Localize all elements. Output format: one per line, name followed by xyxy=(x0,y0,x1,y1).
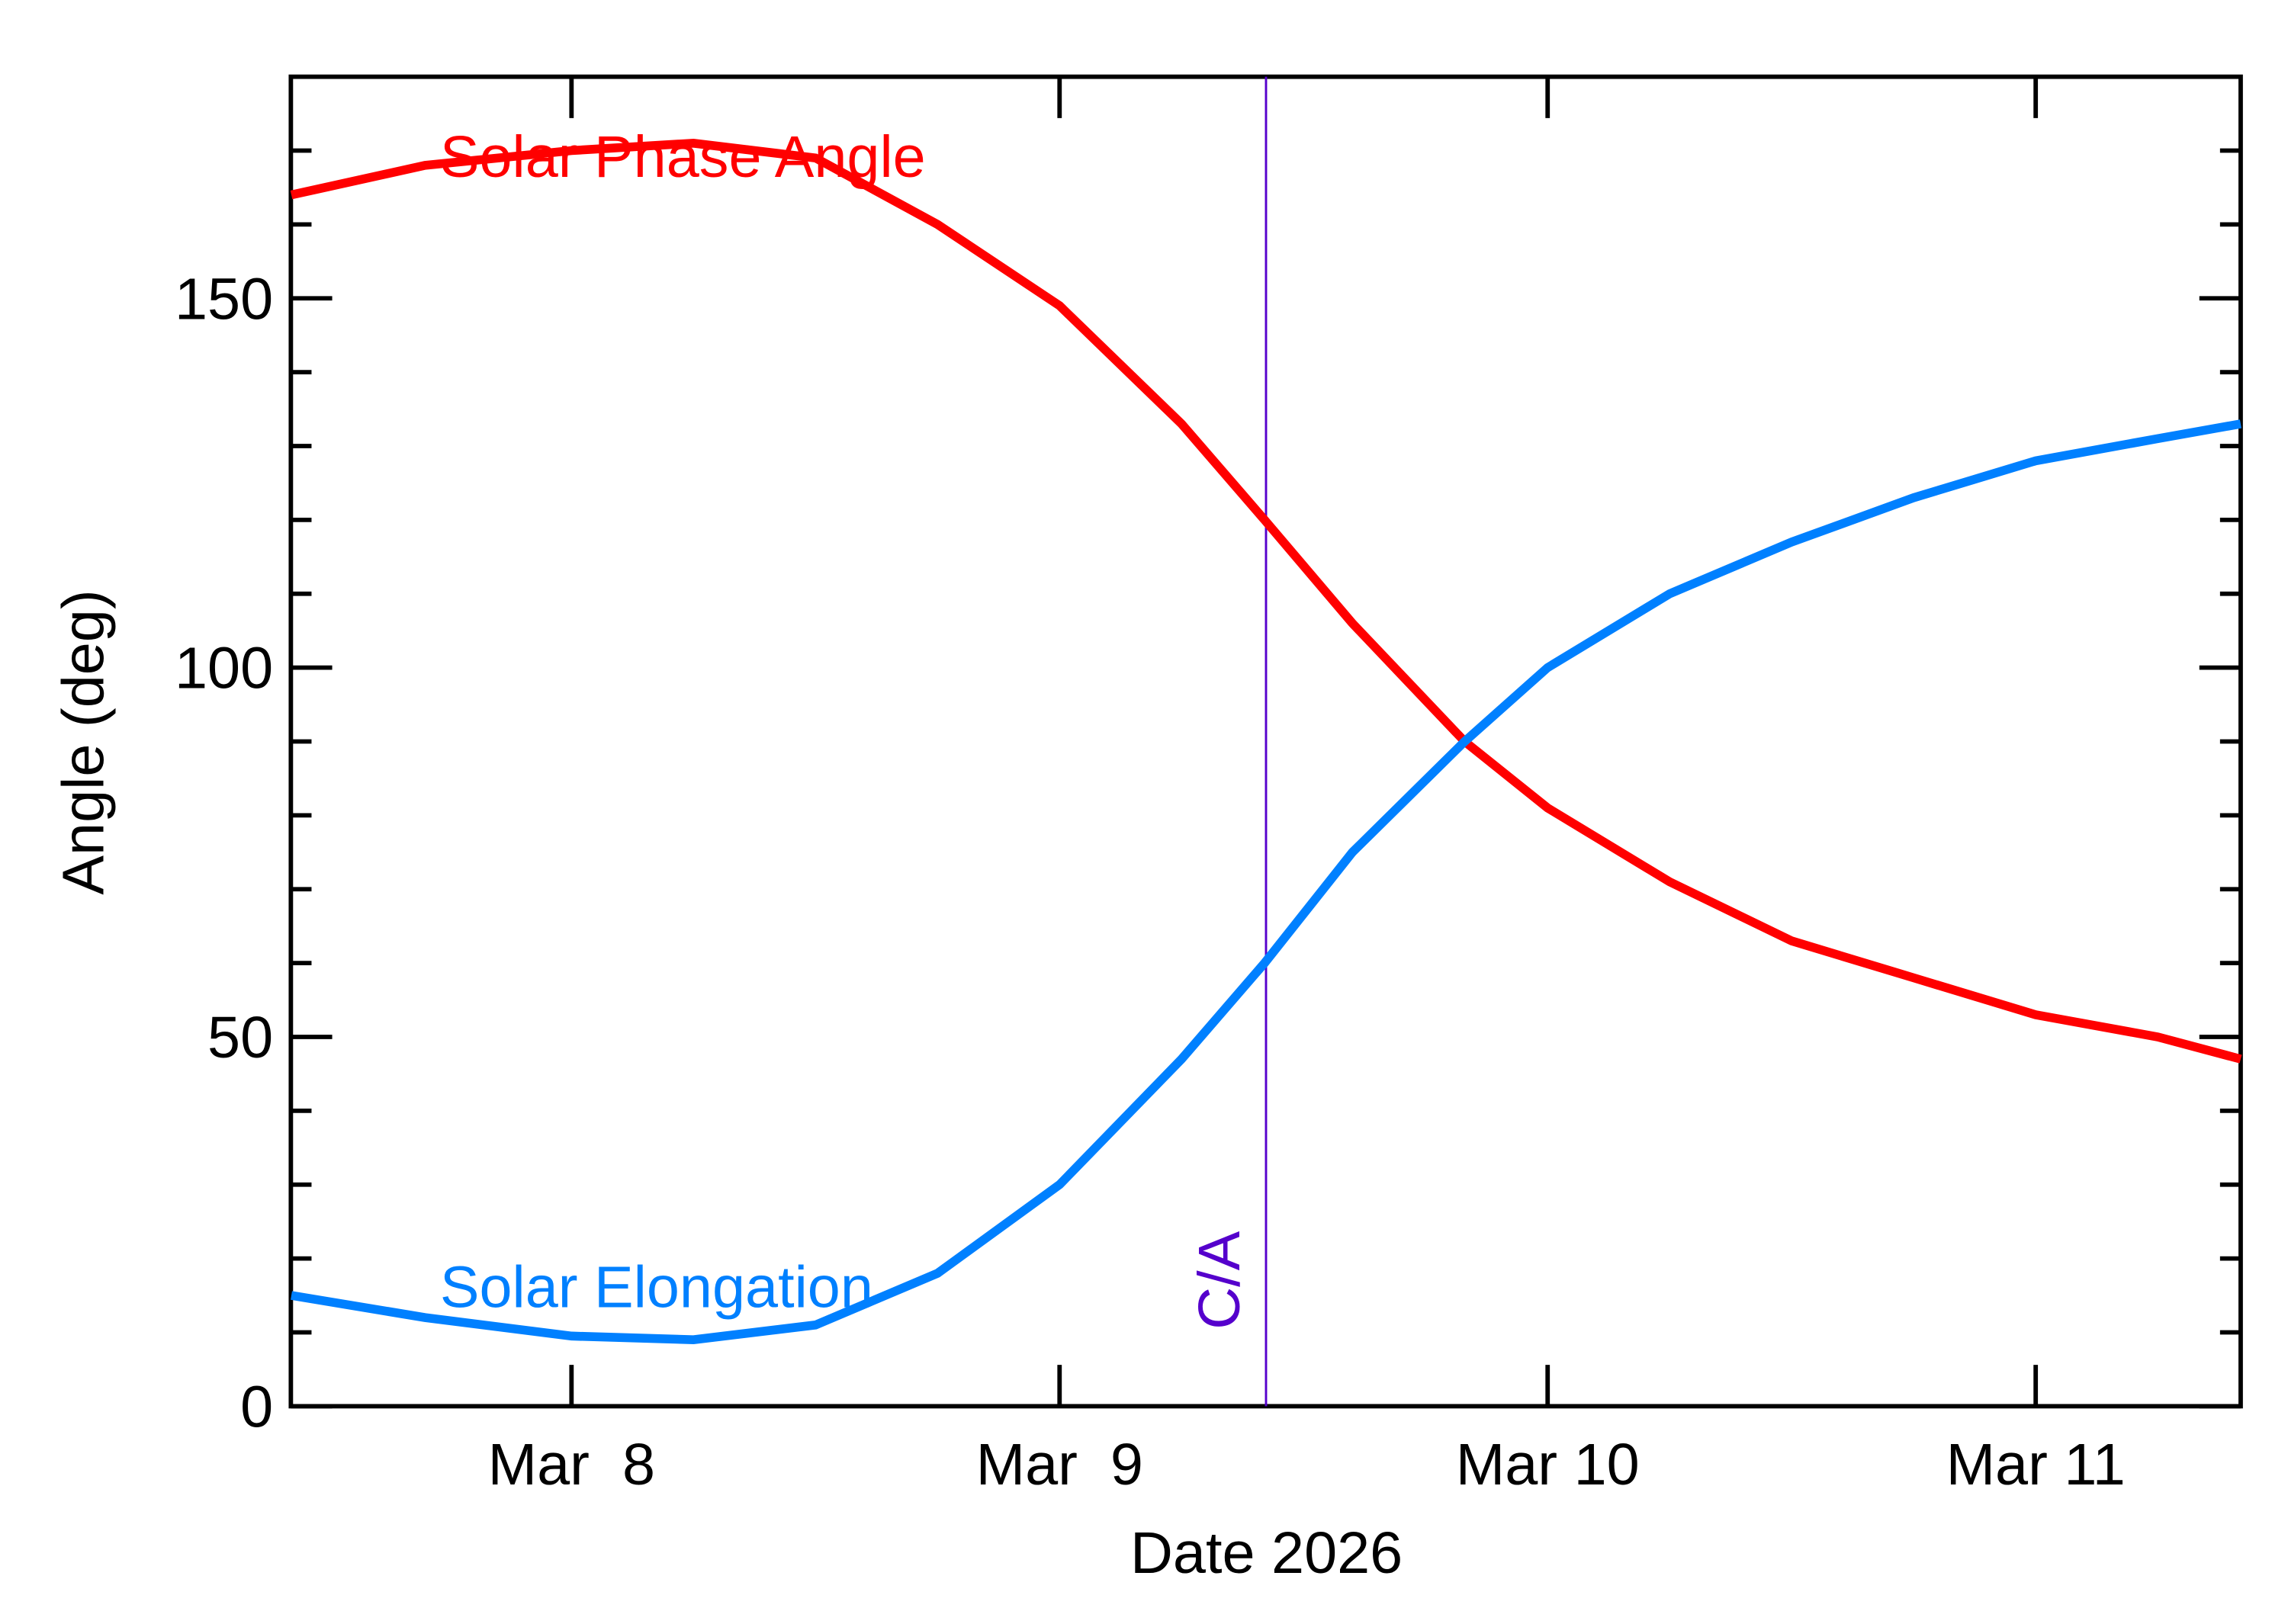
series-label: Solar Elongation xyxy=(440,1255,873,1321)
x-tick-label: Mar 9 xyxy=(976,1432,1143,1497)
series-line xyxy=(291,419,2241,1345)
x-tick-label: Mar 8 xyxy=(488,1432,655,1497)
y-axis-label: Angle (deg) xyxy=(51,589,117,894)
y-tick-label: 100 xyxy=(175,636,273,701)
series-label: Solar Phase Angle xyxy=(440,124,926,190)
y-tick-label: 0 xyxy=(240,1374,273,1439)
x-tick-label: Mar 10 xyxy=(1456,1432,1640,1497)
y-tick-label: 50 xyxy=(207,1005,273,1070)
closest-approach-label: C/A xyxy=(1187,1231,1252,1329)
y-tick-label: 150 xyxy=(175,266,273,332)
x-tick-label: Mar 11 xyxy=(1946,1432,2126,1497)
x-axis-label: Date 2026 xyxy=(1130,1520,1403,1586)
series-line xyxy=(290,138,2242,1064)
